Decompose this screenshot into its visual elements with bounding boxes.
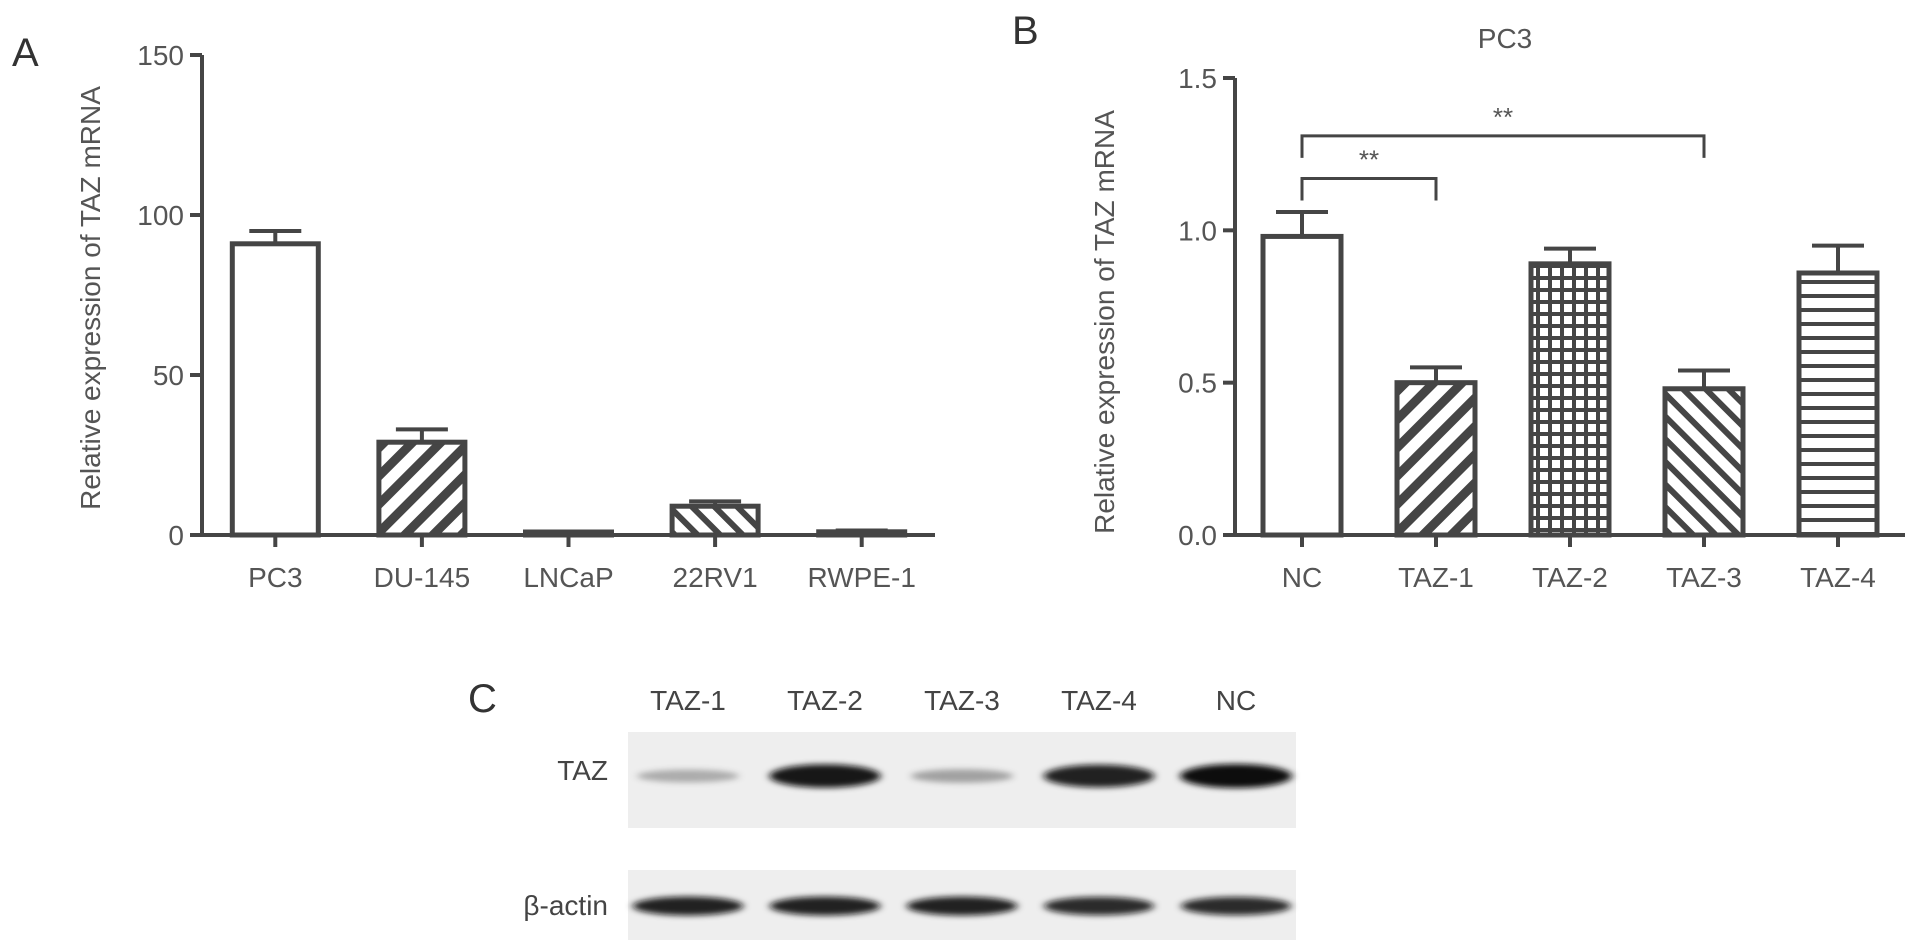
y-tick-label: 0.5 [1178, 368, 1217, 399]
x-tick-label: NC [1282, 562, 1322, 593]
significance-bracket [1300, 177, 1438, 201]
blot-lane-label: TAZ-3 [924, 685, 1000, 716]
x-tick-label: PC3 [248, 562, 302, 593]
blot-band [637, 769, 739, 783]
bar [816, 529, 908, 538]
y-tick-label: 1.0 [1178, 215, 1217, 246]
blot-lane-label: TAZ-1 [650, 685, 726, 716]
y-tick-label: 0 [168, 520, 184, 551]
x-tick-label: 22RV1 [673, 562, 758, 593]
bar [669, 503, 761, 538]
blot-bands-taz [637, 764, 1292, 788]
chart-b-bars [1260, 210, 1880, 538]
x-tick-label: DU-145 [374, 562, 470, 593]
blot-band [910, 769, 1014, 783]
chart-a-x-tick-labels: PC3 DU-145 LNCaP 22RV1 RWPE-1 [248, 562, 916, 593]
blot-membrane-taz [628, 732, 1296, 828]
blot-band [769, 764, 881, 788]
blot-band [1180, 764, 1292, 788]
x-tick-label: RWPE-1 [808, 562, 916, 593]
bar [523, 529, 614, 538]
blot-row-label-taz: TAZ [557, 755, 608, 786]
y-tick-label: 100 [137, 200, 184, 231]
bar [1260, 233, 1344, 538]
blot-bands-actin [632, 896, 1292, 916]
blot-lane-label: TAZ-2 [787, 685, 863, 716]
blot-band [632, 896, 744, 916]
blot-membrane-actin [628, 870, 1296, 940]
blot-band [1043, 764, 1155, 788]
chart-a-y-axis-label: Relative expression of TAZ mRNA [75, 86, 106, 510]
blot-band [906, 896, 1018, 916]
significance-bracket [1300, 134, 1706, 158]
chart-panel-a: Relative expression of TAZ mRNA 0 50 100 15… [75, 40, 935, 593]
y-tick-label: 0.0 [1178, 520, 1217, 551]
blot-band [769, 896, 881, 916]
bar [376, 439, 468, 538]
significance-label: ** [1359, 145, 1379, 175]
western-blot: TAZ-1 TAZ-2 TAZ-3 TAZ-4 NC TAZ β-actin [523, 685, 1296, 940]
x-tick-label: TAZ-3 [1666, 562, 1742, 593]
chart-b-title: PC3 [1478, 23, 1532, 54]
chart-b-x-tick-labels: NC TAZ-1 TAZ-2 TAZ-3 TAZ-4 [1282, 562, 1876, 593]
significance-label: ** [1493, 102, 1513, 132]
bar [1528, 261, 1612, 538]
x-tick-label: TAZ-1 [1398, 562, 1474, 593]
x-tick-label: TAZ-2 [1532, 562, 1608, 593]
y-tick-label: 1.5 [1178, 63, 1217, 94]
x-tick-label: TAZ-4 [1800, 562, 1876, 593]
bar [1796, 270, 1880, 538]
chart-b-significance: ** ** [1300, 102, 1706, 201]
chart-a-axes: 0 50 100 150 [137, 40, 935, 551]
panel-label-a: A [12, 31, 39, 75]
panel-label-c: C [468, 677, 497, 721]
panel-label-b: B [1012, 9, 1039, 53]
x-tick-label: LNCaP [523, 562, 613, 593]
bar [1394, 380, 1478, 538]
blot-lane-label: NC [1216, 685, 1256, 716]
y-tick-label: 150 [137, 40, 184, 71]
chart-a-bars [229, 229, 908, 538]
y-tick-label: 50 [153, 360, 184, 391]
blot-lane-label: TAZ-4 [1061, 685, 1137, 716]
bar [229, 241, 321, 538]
blot-row-label-actin: β-actin [523, 890, 608, 921]
chart-b-y-axis-label: Relative expression of TAZ mRNA [1089, 110, 1120, 534]
chart-panel-b: PC3 Relative expression of TAZ mRNA 0.0 0… [1089, 23, 1905, 593]
blot-lane-labels: TAZ-1 TAZ-2 TAZ-3 TAZ-4 NC [650, 685, 1256, 716]
blot-band [1180, 896, 1292, 916]
bar [1662, 386, 1746, 538]
blot-band [1043, 896, 1155, 916]
